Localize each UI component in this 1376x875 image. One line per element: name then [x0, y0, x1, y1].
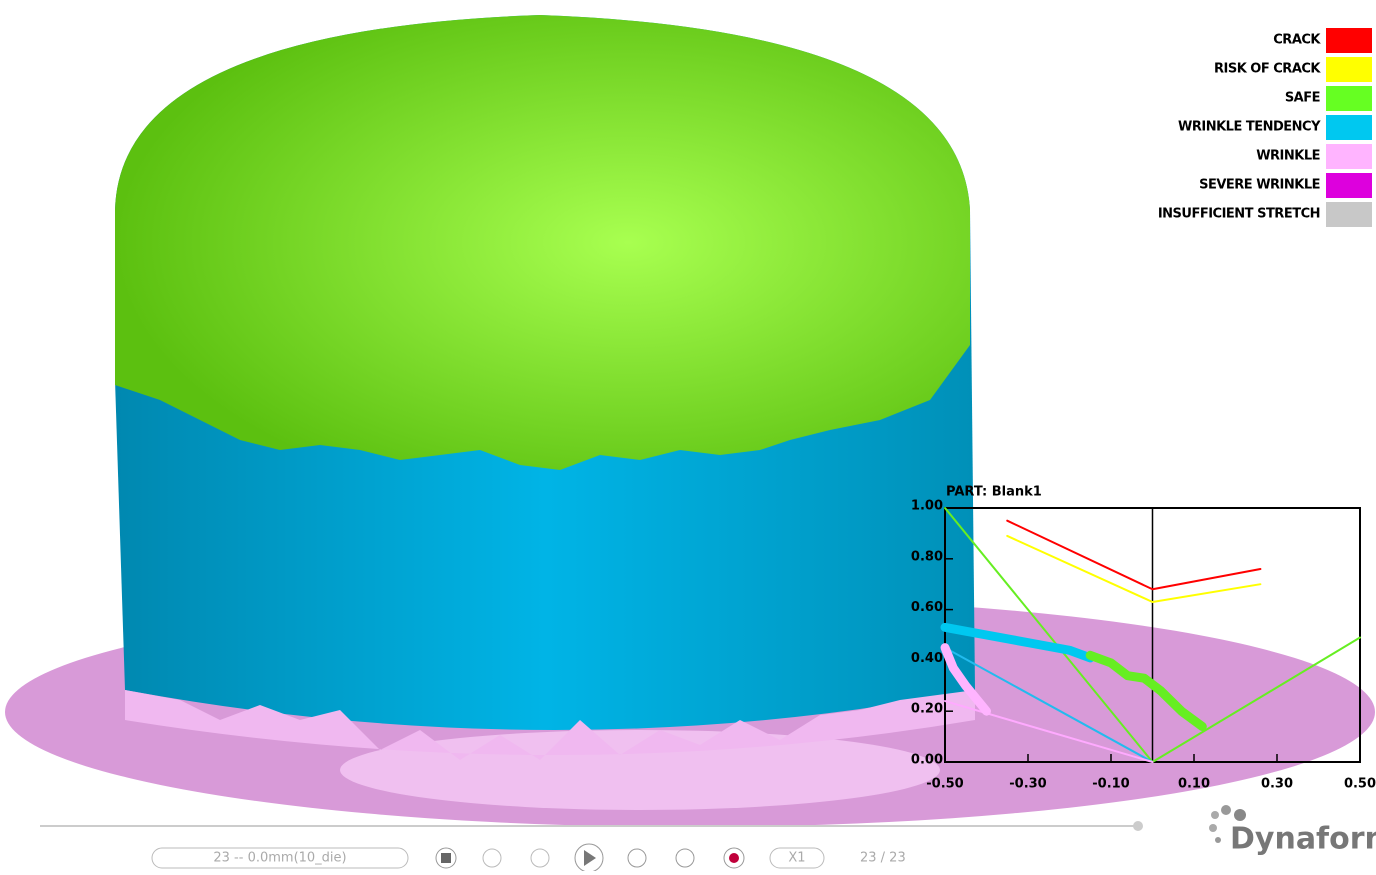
speed-label: X1	[788, 851, 805, 866]
legend-label: CRACK	[1273, 33, 1321, 48]
series-line	[1007, 521, 1260, 590]
legend-label: SAFE	[1285, 91, 1320, 106]
last-button[interactable]	[676, 849, 694, 867]
y-tick-label: 0.40	[911, 651, 943, 666]
y-tick-label: 0.80	[911, 549, 943, 564]
playback-bar: 23 -- 0.0mm(10_die) X1 23 / 23	[40, 821, 1143, 871]
legend-swatch	[1326, 115, 1372, 140]
legend-swatch	[1326, 173, 1372, 198]
viewport: CRACK RISK OF CRACK SAFE WRINKLE TENDENCY WR…	[0, 0, 1376, 871]
logo: Dynaform	[1209, 805, 1376, 857]
x-tick-label: 0.30	[1261, 777, 1293, 792]
y-tick-label: 0.00	[911, 753, 943, 768]
legend-swatch	[1326, 86, 1372, 111]
legend-swatch	[1326, 28, 1372, 53]
x-tick-label: -0.10	[1092, 777, 1129, 792]
legend-swatch	[1326, 57, 1372, 82]
legend-label: WRINKLE TENDENCY	[1178, 120, 1321, 135]
timeline-handle[interactable]	[1133, 821, 1143, 831]
x-tick-label: 0.50	[1344, 777, 1376, 792]
series-line	[1007, 536, 1260, 602]
back-button[interactable]	[531, 849, 549, 867]
forward-button[interactable]	[628, 849, 646, 867]
y-tick-label: 0.60	[911, 600, 943, 615]
x-tick-label: -0.50	[926, 777, 963, 792]
legend-label: SEVERE WRINKLE	[1199, 178, 1320, 193]
legend-label: RISK OF CRACK	[1214, 62, 1321, 77]
chart-title: PART: Blank1	[946, 485, 1042, 500]
x-tick-label: -0.30	[1009, 777, 1046, 792]
record-icon	[729, 853, 739, 863]
y-tick-label: 0.20	[911, 702, 943, 717]
logo-text: Dynaform	[1230, 822, 1376, 857]
stop-icon	[441, 853, 451, 863]
legend: CRACK RISK OF CRACK SAFE WRINKLE TENDENCY WR…	[1158, 28, 1372, 227]
y-tick-label: 1.00	[911, 499, 943, 514]
x-tick-label: 0.10	[1178, 777, 1210, 792]
play-icon	[584, 850, 596, 866]
legend-swatch	[1326, 144, 1372, 169]
legend-swatch	[1326, 202, 1372, 227]
first-button[interactable]	[483, 849, 501, 867]
step-label: 23 -- 0.0mm(10_die)	[213, 851, 346, 866]
legend-label: WRINKLE	[1256, 149, 1320, 164]
legend-label: INSUFFICIENT STRETCH	[1158, 207, 1320, 222]
frame-counter: 23 / 23	[860, 851, 906, 866]
